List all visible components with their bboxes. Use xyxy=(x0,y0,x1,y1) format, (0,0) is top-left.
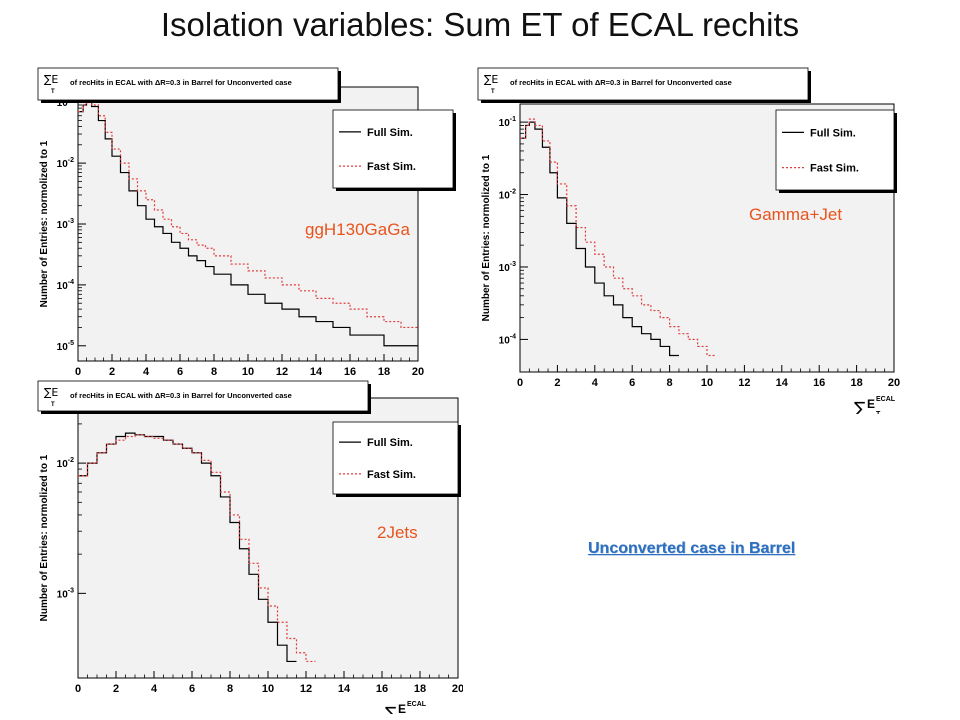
legend-label-fast-sim: Fast Sim. xyxy=(367,469,416,481)
y-axis-label: Number of Entries: normolized to 1 xyxy=(39,140,50,307)
y-tick-label: 10-5 xyxy=(57,340,74,353)
x-tick-label: 2 xyxy=(109,366,115,378)
legend-box xyxy=(332,109,454,189)
x-tick-label: 20 xyxy=(452,683,463,695)
x-tick-label: 18 xyxy=(378,366,390,378)
y-tick-label: 10-4 xyxy=(57,279,74,292)
chart-title-symbol: ∑E xyxy=(44,73,58,86)
title-box xyxy=(37,380,369,412)
x-tick-label: 10 xyxy=(701,377,713,389)
x-axis-label-sub: T xyxy=(876,411,881,414)
series-fast-sim xyxy=(78,101,418,329)
x-tick-label: 14 xyxy=(776,377,789,389)
legend-label-full-sim: Full Sim. xyxy=(810,127,856,139)
x-tick-label: 20 xyxy=(412,366,424,378)
chart-title: of recHits in ECAL with ΔR=0.3 in Barrel… xyxy=(510,78,732,87)
chart-title-sub: T xyxy=(51,402,55,408)
y-tick-label: 10-2 xyxy=(57,457,74,470)
series-fast-sim xyxy=(78,434,316,663)
x-tick-label: 12 xyxy=(276,366,288,378)
legend-label-full-sim: Full Sim. xyxy=(367,127,413,139)
y-tick-label: 10-4 xyxy=(499,333,516,346)
x-tick-label: 18 xyxy=(850,377,862,389)
x-tick-label: 8 xyxy=(667,377,673,389)
x-tick-label: 0 xyxy=(75,366,81,378)
legend-label-full-sim: Full Sim. xyxy=(367,437,413,449)
x-tick-label: 6 xyxy=(629,377,635,389)
legend-label-fast-sim: Fast Sim. xyxy=(367,161,416,173)
x-axis-label-sum: ∑ xyxy=(385,704,397,714)
chart-2jets: 0 2 4 6 8 10 12 14 16 18 20 10-2 10-3 Number of Entri… xyxy=(33,378,463,714)
y-tick-label: 10-3 xyxy=(57,587,74,600)
chart-ggh130-svg: 0246810121416182010-110-210-310-410-5Num… xyxy=(37,67,456,385)
x-tick-label: 18 xyxy=(414,683,426,695)
title-box xyxy=(37,67,339,101)
footer-note: Unconverted case in Barrel xyxy=(588,540,796,557)
chart-title-symbol: ∑E xyxy=(44,386,58,399)
x-axis-label-e: E xyxy=(867,397,875,411)
chart-title-sub: T xyxy=(51,89,55,95)
legend-box xyxy=(332,421,459,495)
x-tick-label: 14 xyxy=(338,683,351,695)
x-tick-label: 10 xyxy=(242,366,254,378)
x-axis-label-sup: ECAL xyxy=(876,396,896,403)
x-tick-label: 0 xyxy=(75,683,81,695)
slide-title: Isolation variables: Sum ET of ECAL rech… xyxy=(160,6,800,43)
x-axis-label-e: E xyxy=(398,702,406,714)
tag-gamma-jet: Gamma+Jet xyxy=(749,205,843,224)
x-tick-label: 4 xyxy=(151,683,158,695)
x-tick-label: 12 xyxy=(738,377,750,389)
x-tick-label: 20 xyxy=(888,377,900,389)
tag-ggh130gaga: ggH130GaGa xyxy=(305,220,410,239)
chart-2jets-svg: 0 2 4 6 8 10 12 14 16 18 20 10-2 10-3 Number of Entri… xyxy=(37,380,463,714)
chart-title: of recHits in ECAL with ΔR=0.3 in Barrel… xyxy=(70,391,292,400)
y-tick-label: 10-2 xyxy=(57,157,74,170)
x-tick-label: 4 xyxy=(592,377,599,389)
y-tick-label: 10-1 xyxy=(499,116,516,129)
x-axis-label-sup: ECAL xyxy=(407,701,427,708)
x-tick-label: 14 xyxy=(310,366,323,378)
chart-gamma-jet-svg: 0 2 4 6 8 10 12 14 16 18 20 10-1 10-2 10-3 10-4 Number … xyxy=(477,67,900,414)
x-tick-label: 6 xyxy=(189,683,195,695)
y-tick-label: 10-3 xyxy=(499,261,516,274)
series-full-sim xyxy=(520,121,679,357)
x-tick-label: 2 xyxy=(113,683,119,695)
x-tick-label: 2 xyxy=(554,377,560,389)
x-tick-label: 16 xyxy=(376,683,388,695)
chart-ggh130: 0246810121416182010-110-210-310-410-5Num… xyxy=(33,65,463,385)
title-box xyxy=(477,67,809,101)
chart-title: of recHits in ECAL with ΔR=0.3 in Barrel… xyxy=(70,78,292,87)
x-tick-label: 16 xyxy=(813,377,825,389)
x-axis-label-sum: ∑ xyxy=(854,399,866,414)
chart-title-symbol: ∑E xyxy=(484,73,498,86)
x-tick-label: 8 xyxy=(227,683,233,695)
x-tick-label: 4 xyxy=(143,366,150,378)
x-tick-label: 8 xyxy=(211,366,217,378)
series-full-sim xyxy=(78,101,418,347)
chart-gamma-jet: 0 2 4 6 8 10 12 14 16 18 20 10-1 10-2 10-3 10-4 Number … xyxy=(474,62,912,414)
x-tick-label: 16 xyxy=(344,366,356,378)
y-tick-label: 10-3 xyxy=(57,218,74,231)
y-tick-label: 10-2 xyxy=(499,189,516,202)
chart-title-sub: T xyxy=(491,89,495,95)
tag-2jets: 2Jets xyxy=(377,523,418,542)
x-tick-label: 12 xyxy=(300,683,312,695)
x-tick-label: 10 xyxy=(262,683,274,695)
series-fast-sim xyxy=(520,118,717,357)
y-axis-label: Number of Entries: normolized to 1 xyxy=(481,154,492,321)
x-tick-label: 0 xyxy=(517,377,523,389)
y-axis-label: Number of Entries: normolized to 1 xyxy=(39,454,50,621)
legend-label-fast-sim: Fast Sim. xyxy=(810,163,859,175)
x-tick-label: 6 xyxy=(177,366,183,378)
legend-box xyxy=(775,109,895,191)
